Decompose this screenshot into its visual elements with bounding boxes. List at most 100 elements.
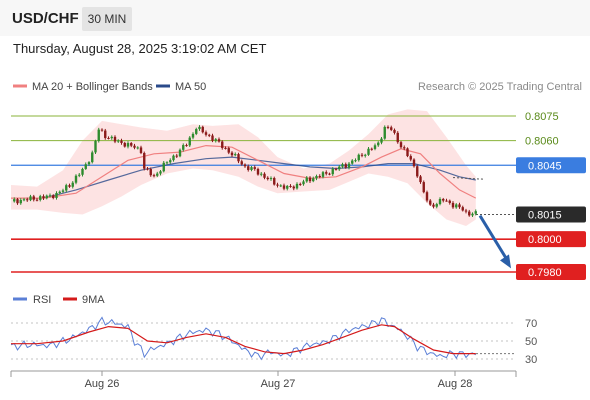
candle xyxy=(393,128,396,135)
rsi-tick-label-50: 50 xyxy=(525,336,537,348)
candle-body xyxy=(240,161,243,165)
candle xyxy=(308,176,312,183)
candle xyxy=(172,154,175,162)
candle xyxy=(120,138,123,145)
candle xyxy=(58,190,61,195)
ma50-legend-label: MA 50 xyxy=(175,81,206,93)
candle-body xyxy=(71,182,74,187)
candle xyxy=(48,193,52,198)
candle xyxy=(152,173,156,178)
candle xyxy=(325,170,328,176)
candle xyxy=(198,125,201,131)
research-credit: Research © 2025 Trading Central xyxy=(418,81,582,93)
candle xyxy=(458,202,461,209)
candle xyxy=(52,194,55,200)
bollinger-band-area xyxy=(11,109,476,226)
candle xyxy=(211,133,214,143)
candle xyxy=(139,145,143,155)
candle-body xyxy=(139,147,143,153)
candle xyxy=(406,147,409,158)
candle-body xyxy=(227,148,230,153)
x-axis: Aug 26 Aug 27 Aug 28 xyxy=(85,371,472,390)
candle xyxy=(165,161,169,165)
candle-body xyxy=(474,211,477,214)
candle xyxy=(403,145,406,151)
candle xyxy=(97,127,100,143)
candle xyxy=(94,139,97,155)
support-tag-5 xyxy=(516,264,586,280)
candle xyxy=(81,167,84,177)
candle xyxy=(65,183,68,193)
candle-body xyxy=(100,129,104,131)
candle-body xyxy=(377,142,380,146)
candle xyxy=(347,162,351,170)
candle xyxy=(341,162,344,169)
candle-body xyxy=(68,185,71,187)
current-price-tag xyxy=(516,206,586,223)
candle xyxy=(35,197,39,202)
candle xyxy=(448,199,451,205)
candle xyxy=(74,174,78,185)
candle-body xyxy=(117,140,120,142)
candle-body xyxy=(451,202,455,208)
candle-body xyxy=(305,177,308,182)
candle-body xyxy=(211,135,214,141)
candle-body xyxy=(120,140,123,143)
candle-body xyxy=(162,162,165,172)
candle-body xyxy=(42,196,45,199)
candle xyxy=(100,128,104,132)
candle xyxy=(61,188,65,194)
candle xyxy=(305,176,308,183)
candle xyxy=(29,194,32,202)
candle-body xyxy=(195,129,198,134)
candle xyxy=(260,172,263,177)
candle-body xyxy=(445,200,448,202)
candle xyxy=(45,194,48,200)
candle-body xyxy=(94,140,97,153)
candle xyxy=(156,171,159,178)
candle-body xyxy=(13,199,16,202)
timeframe-button[interactable]: 30 MIN xyxy=(82,7,132,31)
candle-body xyxy=(198,126,201,130)
candle-body xyxy=(360,154,364,156)
candle-body xyxy=(113,136,117,142)
candle-body xyxy=(370,148,373,150)
candle-body xyxy=(357,154,360,161)
candle-body xyxy=(286,185,289,189)
candle-body xyxy=(58,191,61,193)
candle-body xyxy=(422,182,425,193)
candle-body xyxy=(315,175,318,179)
candle-body xyxy=(214,139,217,141)
candle-body xyxy=(432,204,435,207)
candle xyxy=(302,179,305,186)
candle-body xyxy=(321,172,325,177)
candle-body xyxy=(461,207,464,211)
candle-body xyxy=(364,154,367,156)
candle xyxy=(149,167,152,177)
candle xyxy=(195,127,198,136)
candle xyxy=(461,205,464,212)
candle-body xyxy=(32,196,35,200)
candle-body xyxy=(35,199,39,201)
candle-body xyxy=(107,137,110,139)
candle-body xyxy=(175,155,178,157)
rsi-line xyxy=(10,316,477,361)
candle-body xyxy=(123,142,126,147)
candle xyxy=(360,152,364,158)
ma20-legend-label: MA 20 + Bollinger Bands xyxy=(32,81,153,93)
candle-body xyxy=(256,168,260,175)
candle xyxy=(386,125,390,130)
candle xyxy=(71,181,74,189)
candle-body xyxy=(81,168,84,175)
candle-body xyxy=(224,147,227,149)
candle-body xyxy=(84,164,87,169)
candle-body xyxy=(159,171,162,174)
candle-body xyxy=(318,175,321,177)
candle xyxy=(110,135,113,140)
candle-body xyxy=(416,166,419,177)
candle-body xyxy=(52,195,55,198)
candle-body xyxy=(152,175,156,177)
candle-body xyxy=(188,137,191,146)
candle xyxy=(292,185,295,191)
candle xyxy=(253,165,256,171)
